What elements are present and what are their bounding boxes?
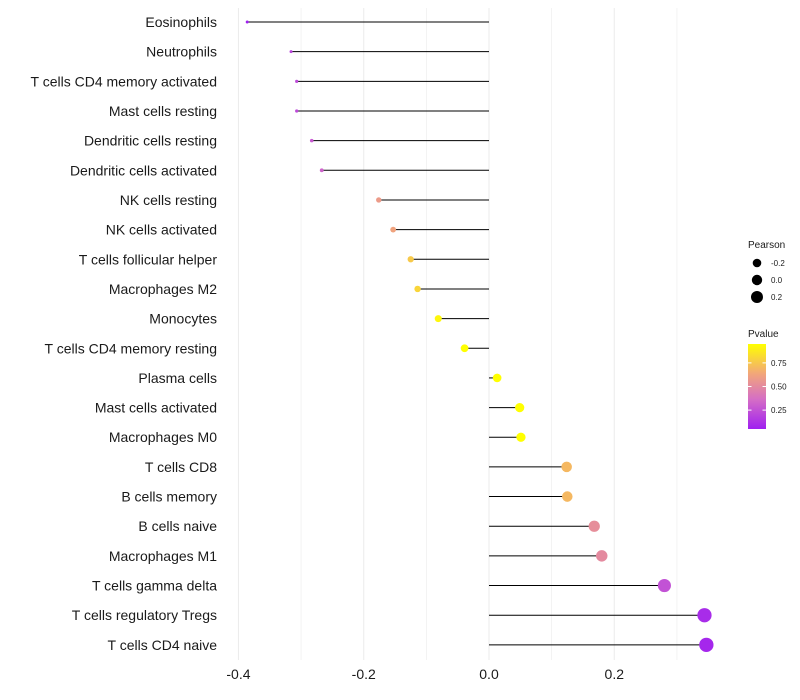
category-label: Mast cells activated [95,400,217,416]
size-legend-dot [752,258,762,268]
point-t-cells-cd4-memory-activated [295,79,299,83]
point-nk-cells-resting [376,197,382,203]
point-t-cells-cd4-memory-resting [460,344,469,353]
category-label: Macrophages M1 [109,548,217,564]
point-neutrophils [289,50,293,54]
category-label: Plasma cells [138,370,217,386]
category-label: Macrophages M2 [109,281,217,297]
x-tick-label: -0.4 [226,666,250,682]
point-nk-cells-activated [390,226,397,233]
x-tick-label: 0.2 [605,666,625,682]
size-legend-title: Pearson [748,240,785,251]
category-label: B cells memory [121,489,217,505]
category-label: Dendritic cells activated [70,162,217,178]
x-tick-label: -0.2 [352,666,376,682]
category-label: T cells CD4 memory activated [31,73,217,89]
point-dendritic-cells-resting [309,138,314,143]
category-label: NK cells resting [120,192,217,208]
category-label: NK cells activated [106,222,217,238]
color-legend-label: 0.75 [771,359,787,368]
category-label: B cells naive [138,518,217,534]
point-t-cells-cd4-naive [699,637,714,653]
point-t-cells-gamma-delta [657,578,671,593]
category-labels: Eosinophils Neutrophils T cells CD4 memory… [31,14,218,653]
category-label: Monocytes [149,311,217,327]
category-label: T cells regulatory Tregs [72,607,217,623]
color-legend-label: 0.25 [771,406,787,415]
marks [245,20,714,653]
size-legend-label: -0.2 [771,259,785,268]
point-monocytes [434,315,442,323]
color-legend-label: 0.50 [771,383,787,392]
x-tick-label: 0.0 [479,666,499,682]
point-dendritic-cells-activated [319,168,324,173]
category-label: T cells CD8 [145,459,217,475]
point-macrophages-m2 [414,285,421,293]
point-t-cells-cd8 [561,461,572,473]
size-legend-label: 0.2 [771,293,783,302]
point-plasma-cells [492,373,502,383]
color-legend-title: Pvalue [748,329,779,340]
point-macrophages-m0 [516,432,526,442]
point-eosinophils [245,20,249,24]
category-label: Eosinophils [145,14,217,30]
category-label: Neutrophils [146,44,217,60]
x-tick-labels: -0.4 -0.2 0.0 0.2 [226,666,624,682]
category-label: T cells CD4 naive [108,637,218,653]
category-label: Macrophages M0 [109,429,217,445]
category-label: T cells follicular helper [79,251,218,267]
category-label: Mast cells resting [109,103,217,119]
size-legend-dot [751,291,763,303]
category-label: Dendritic cells resting [84,133,217,149]
point-mast-cells-activated [515,402,525,413]
color-legend-bar [748,344,766,429]
point-b-cells-memory [562,491,573,502]
grid [237,8,678,660]
point-t-cells-follicular-helper [407,256,414,263]
category-label: T cells gamma delta [92,578,217,594]
point-macrophages-m1 [596,550,608,562]
size-legend-dot [751,274,763,286]
size-legend-label: 0.0 [771,276,783,285]
point-b-cells-naive [588,520,600,532]
point-mast-cells-resting [295,109,299,113]
point-t-cells-regulatory-tregs [697,608,712,623]
legend: Pearson -0.2 0.0 0.2 Pvalue 0.75 0.50 0.25 [748,240,787,429]
category-label: T cells CD4 memory resting [45,340,217,356]
